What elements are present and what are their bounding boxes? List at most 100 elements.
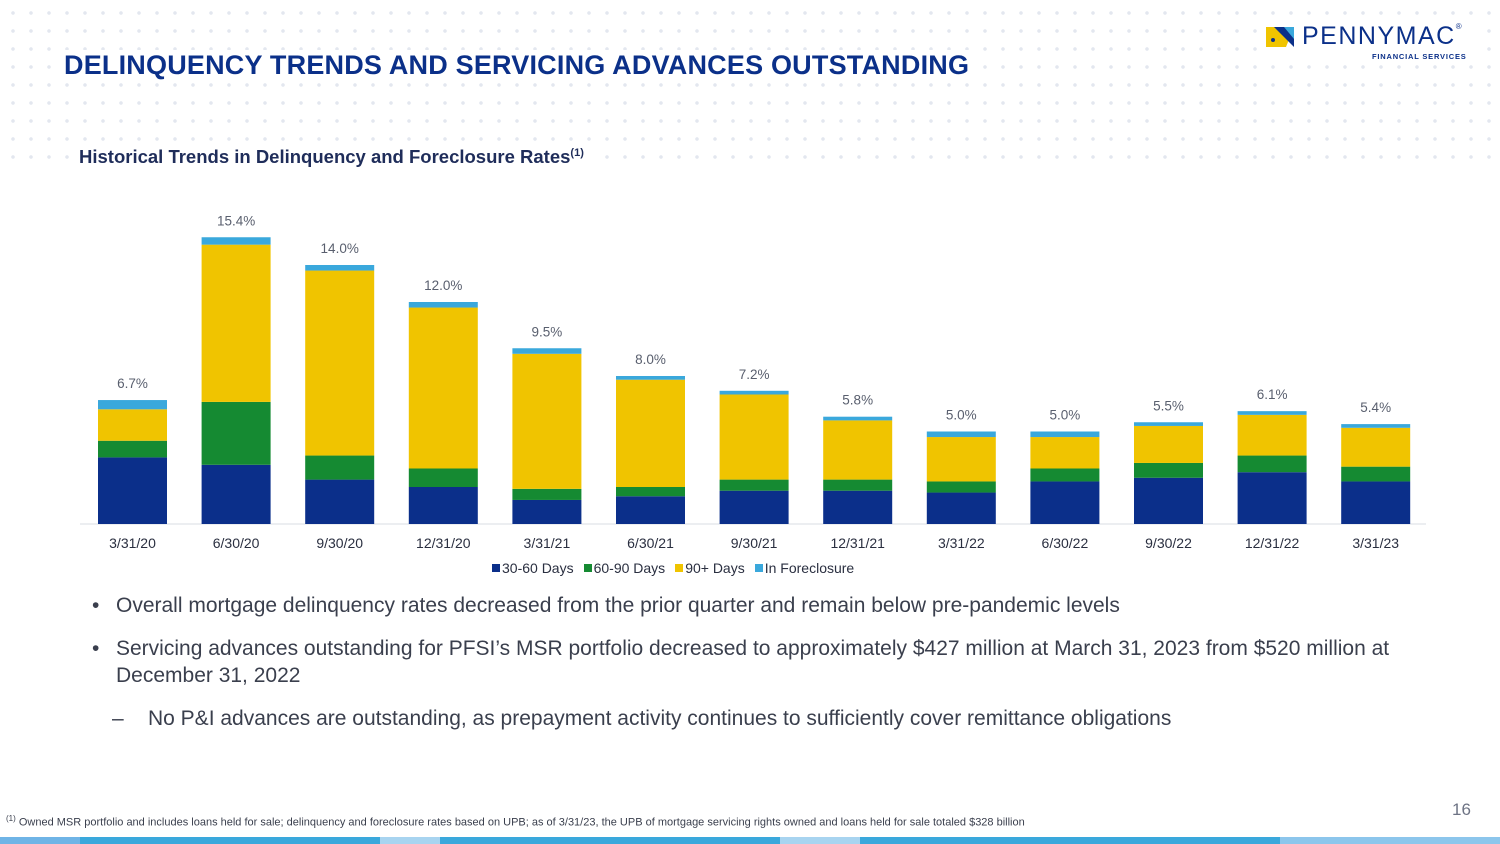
bar-segment-90-days-5 xyxy=(616,379,685,487)
x-tick-label: 6/30/20 xyxy=(213,535,260,551)
bar-total-label: 12.0% xyxy=(424,278,462,293)
bar-segment-90-days-9 xyxy=(1030,437,1100,469)
bar-segment-in-foreclosure-10 xyxy=(1134,422,1203,426)
bar-segment-in-foreclosure-7 xyxy=(823,416,893,421)
page-title: DELINQUENCY TRENDS AND SERVICING ADVANCE… xyxy=(64,50,980,81)
bar-segment-30-60-days-9 xyxy=(1030,481,1100,524)
bar-segment-60-90-days-5 xyxy=(616,487,685,497)
bar-segment-60-90-days-9 xyxy=(1030,468,1100,482)
bar-total-label: 6.7% xyxy=(117,376,148,391)
bar-segment-in-foreclosure-0 xyxy=(98,400,167,410)
bar-total-label: 9.5% xyxy=(532,324,563,339)
bar-segment-30-60-days-4 xyxy=(512,499,582,524)
bar-total-label: 5.0% xyxy=(946,408,977,423)
bar-segment-in-foreclosure-9 xyxy=(1030,431,1100,438)
bar-segment-in-foreclosure-3 xyxy=(408,302,478,308)
legend-item-30-60: 30-60 Days xyxy=(492,560,574,576)
x-tick-label: 3/31/22 xyxy=(938,535,985,551)
bar-segment-30-60-days-0 xyxy=(98,457,167,524)
bar-total-label: 5.8% xyxy=(842,393,873,408)
bullet-delinquency: Overall mortgage delinquency rates decre… xyxy=(92,592,1392,619)
x-tick-label: 12/31/22 xyxy=(1245,535,1300,551)
bar-total-label: 6.1% xyxy=(1257,387,1288,402)
bar-segment-60-90-days-4 xyxy=(512,488,582,500)
bar-segment-60-90-days-10 xyxy=(1134,462,1203,478)
x-tick-label: 3/31/21 xyxy=(524,535,571,551)
bar-segment-in-foreclosure-11 xyxy=(1237,411,1307,415)
x-tick-label: 9/30/21 xyxy=(731,535,778,551)
x-tick-label: 6/30/21 xyxy=(627,535,674,551)
x-tick-label: 9/30/20 xyxy=(316,535,363,551)
sub-bullet-pi-advances: – No P&I advances are outstanding, as pre… xyxy=(112,707,1172,730)
bar-segment-90-days-6 xyxy=(719,394,789,480)
bar-segment-in-foreclosure-5 xyxy=(616,376,685,380)
dot-pattern-background xyxy=(0,0,1500,170)
bar-segment-90-days-3 xyxy=(408,307,478,469)
x-tick-label: 6/30/22 xyxy=(1042,535,1089,551)
bar-segment-in-foreclosure-12 xyxy=(1341,424,1411,428)
bar-segment-90-days-11 xyxy=(1237,414,1307,456)
bar-segment-30-60-days-7 xyxy=(823,490,893,524)
bar-total-label: 8.0% xyxy=(635,352,666,367)
bar-segment-30-60-days-3 xyxy=(408,487,478,524)
bar-segment-90-days-0 xyxy=(98,409,167,441)
bar-segment-90-days-10 xyxy=(1134,425,1203,463)
bar-segment-90-days-1 xyxy=(201,244,271,402)
x-tick-label: 3/31/23 xyxy=(1352,535,1399,551)
chart-legend: 30-60 Days 60-90 Days 90+ Days In Forecl… xyxy=(492,560,854,576)
bar-segment-60-90-days-6 xyxy=(719,479,789,491)
bar-total-label: 5.5% xyxy=(1153,398,1184,413)
chart-subtitle: Historical Trends in Delinquency and For… xyxy=(79,146,592,168)
bar-segment-60-90-days-12 xyxy=(1341,466,1411,482)
legend-swatch-icon xyxy=(492,564,500,572)
bar-segment-60-90-days-2 xyxy=(305,455,375,480)
x-tick-label: 9/30/22 xyxy=(1145,535,1192,551)
bar-segment-90-days-12 xyxy=(1341,427,1411,467)
bar-segment-60-90-days-11 xyxy=(1237,455,1307,473)
x-tick-label: 12/31/21 xyxy=(830,535,885,551)
logo-mark-icon xyxy=(1266,27,1294,47)
legend-item-60-90: 60-90 Days xyxy=(583,560,665,576)
legend-swatch-icon xyxy=(754,564,763,572)
legend-swatch-icon xyxy=(675,564,684,572)
legend-item-foreclosure: In Foreclosure xyxy=(754,560,854,576)
delinquency-stacked-bar-chart: 6.7% 3/31/20 15.4% 6/30/20 14.0% 9/30/20 12.0%… xyxy=(80,213,1426,551)
bar-segment-60-90-days-3 xyxy=(408,468,478,487)
bar-segment-in-foreclosure-1 xyxy=(201,237,271,245)
bar-segment-30-60-days-8 xyxy=(926,492,996,524)
bar-segment-90-days-7 xyxy=(823,420,893,480)
bar-segment-90-days-4 xyxy=(512,353,582,489)
legend-item-90-plus: 90+ Days xyxy=(675,560,745,576)
bar-segment-in-foreclosure-6 xyxy=(719,390,789,395)
bar-segment-30-60-days-1 xyxy=(201,464,271,524)
bar-segment-60-90-days-0 xyxy=(98,440,167,458)
bar-segment-30-60-days-10 xyxy=(1134,477,1203,524)
page-number: 16 xyxy=(1452,800,1471,819)
x-tick-label: 12/31/20 xyxy=(416,535,471,551)
bar-total-label: 15.4% xyxy=(217,213,255,228)
bar-segment-in-foreclosure-8 xyxy=(926,431,996,438)
company-logo: PENNYMAC® FINANCIAL SERVICES xyxy=(1262,22,1482,64)
bar-segment-in-foreclosure-4 xyxy=(512,348,582,354)
footnote: (1) Owned MSR portfolio and includes loa… xyxy=(6,814,1025,829)
x-tick-label: 3/31/20 xyxy=(109,535,156,551)
bar-segment-30-60-days-2 xyxy=(305,479,375,524)
bullet-servicing-advances: Servicing advances outstanding for PFSI’… xyxy=(92,635,1392,689)
bar-total-label: 14.0% xyxy=(321,241,359,256)
logo-name: PENNYMAC® xyxy=(1302,22,1464,50)
bar-segment-30-60-days-12 xyxy=(1341,481,1411,524)
bar-segment-in-foreclosure-2 xyxy=(305,265,375,271)
bottom-color-bar xyxy=(0,837,1500,844)
bar-segment-30-60-days-5 xyxy=(616,496,685,524)
bar-total-label: 7.2% xyxy=(739,367,770,382)
bar-segment-30-60-days-6 xyxy=(719,490,789,524)
bar-segment-30-60-days-11 xyxy=(1237,472,1307,524)
bar-segment-90-days-2 xyxy=(305,270,375,456)
bar-total-label: 5.4% xyxy=(1360,400,1391,415)
legend-swatch-icon xyxy=(583,564,592,572)
bullet-list: Overall mortgage delinquency rates decre… xyxy=(92,592,1392,732)
logo-subtitle: FINANCIAL SERVICES xyxy=(1372,52,1467,61)
bar-segment-60-90-days-7 xyxy=(823,479,893,491)
bar-total-label: 5.0% xyxy=(1050,408,1081,423)
bar-segment-90-days-8 xyxy=(926,437,996,482)
